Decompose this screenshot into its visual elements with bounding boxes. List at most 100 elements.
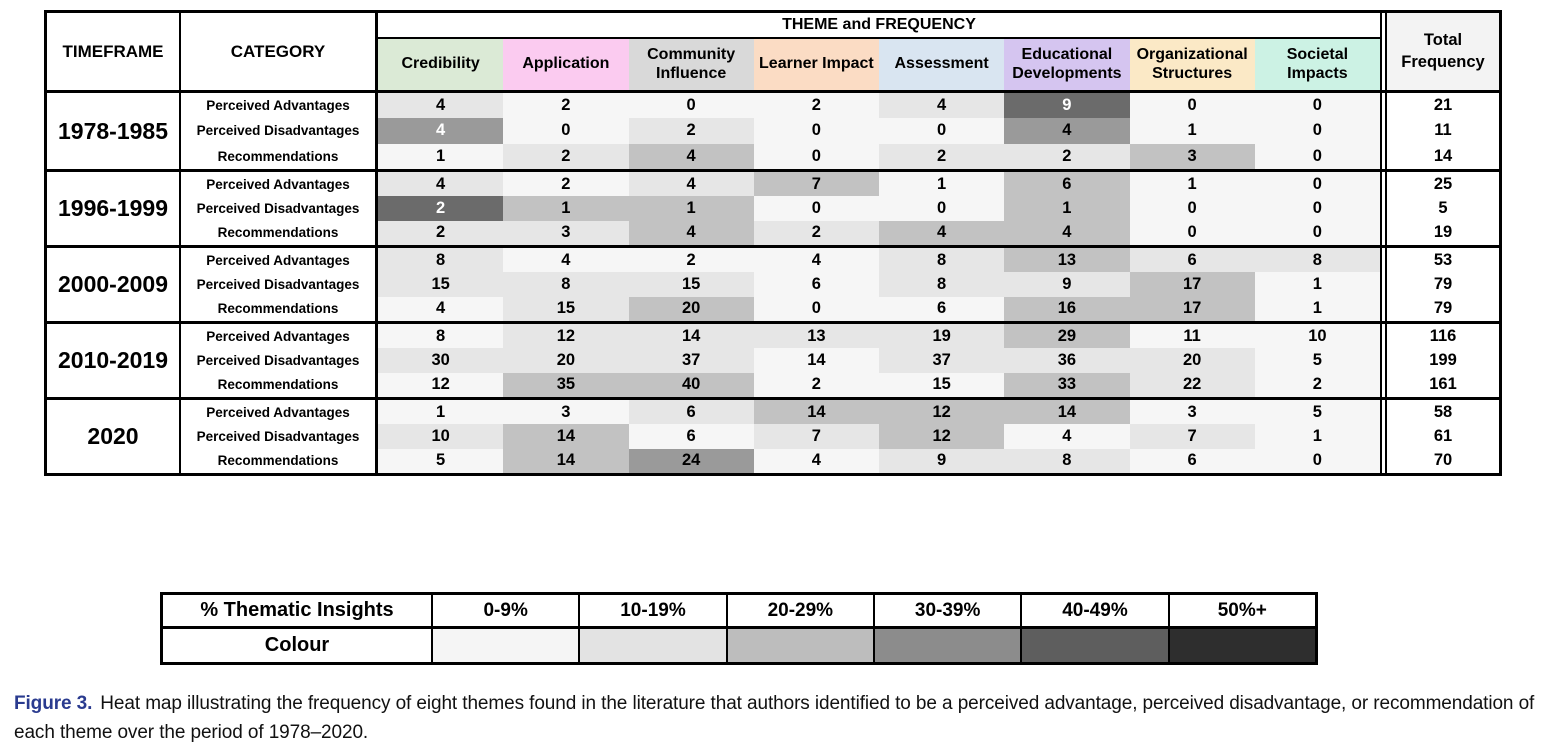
legend-bin-label: 50%+ — [1217, 599, 1267, 621]
total-column: 116 199 161 — [1387, 324, 1499, 397]
heat-cell: 5 — [1254, 348, 1380, 373]
legend-bin-label: 40-49% — [1022, 595, 1170, 626]
heat-cell: 2 — [378, 196, 504, 221]
heat-cell: 4 — [628, 172, 754, 197]
total-frequency-header: Total Frequency — [1387, 13, 1499, 90]
heat-cell: 0 — [879, 118, 1005, 144]
figure-caption: Figure 3. Heat map illustrating the frequ… — [14, 690, 1538, 747]
heat-cell: 17 — [1129, 296, 1255, 321]
heat-cell: 8 — [378, 248, 504, 273]
heat-cell: 4 — [753, 448, 879, 473]
heat-cell: 17 — [1129, 272, 1255, 297]
heat-cell: 7 — [753, 172, 879, 197]
category-header: CATEGORY — [181, 13, 378, 90]
category-label: Perceived Disadvantages — [196, 123, 360, 139]
timeframe-group: 2010-2019 Perceived Advantages Perceived D… — [47, 321, 1499, 397]
heat-cell: 7 — [753, 424, 879, 449]
heat-cell: 1 — [879, 172, 1005, 197]
heat-cell: 3 — [503, 400, 629, 425]
heat-cell: 4 — [628, 220, 754, 245]
legend-bin-label: 30-39% — [875, 595, 1023, 626]
heat-cell: 1 — [1254, 424, 1380, 449]
heat-cell: 12 — [378, 372, 504, 397]
heat-cell: 10 — [1254, 324, 1380, 349]
heat-row: 5 14 24 4 9 8 6 0 — [378, 448, 1380, 473]
heat-cell: 6 — [1004, 172, 1130, 197]
heat-cell: 35 — [503, 372, 629, 397]
heat-cell: 20 — [1129, 348, 1255, 373]
themes-header-block: THEME and FREQUENCY Credibility Applicati… — [378, 13, 1380, 90]
heat-cell: 6 — [753, 272, 879, 297]
total-frequency-value: 161 — [1429, 375, 1457, 394]
heat-cell: 13 — [1004, 248, 1130, 273]
category-label: Perceived Advantages — [206, 98, 350, 114]
legend-bin-label: 10-19% — [580, 595, 728, 626]
legend-colour-swatch — [433, 629, 581, 662]
heat-row: 4 15 20 0 6 16 17 1 — [378, 296, 1380, 321]
heat-cell: 11 — [1129, 324, 1255, 349]
heat-cell: 9 — [879, 448, 1005, 473]
heat-cell: 2 — [879, 143, 1005, 169]
theme-header-cell: Societal Impacts — [1254, 39, 1380, 90]
heat-cell: 33 — [1004, 372, 1130, 397]
heat-cell: 6 — [1129, 448, 1255, 473]
heat-cell: 4 — [503, 248, 629, 273]
total-frequency-value: 79 — [1433, 299, 1453, 318]
heat-cell: 1 — [378, 143, 504, 169]
heat-cell: 8 — [879, 272, 1005, 297]
heat-cell: 2 — [628, 248, 754, 273]
legend-colour-label: Colour — [163, 629, 433, 662]
heat-cell: 0 — [879, 196, 1005, 221]
heat-cell: 4 — [1004, 424, 1130, 449]
heat-row: 8 4 2 4 8 13 6 8 — [378, 248, 1380, 273]
heat-cell: 2 — [503, 143, 629, 169]
heat-cell: 15 — [628, 272, 754, 297]
heat-cell: 1 — [1254, 296, 1380, 321]
heat-cell: 13 — [753, 324, 879, 349]
legend-colour-swatch — [727, 629, 875, 662]
category-column: Perceived Advantages Perceived Disadvanta… — [181, 93, 378, 169]
heat-cell: 4 — [378, 296, 504, 321]
total-frequency-value: 11 — [1434, 121, 1452, 140]
category-label: Perceived Advantages — [206, 328, 350, 344]
figure-caption-text: Heat map illustrating the frequency of e… — [14, 693, 1535, 743]
heat-cell: 19 — [879, 324, 1005, 349]
heat-cell: 37 — [879, 348, 1005, 373]
total-frequency-value: 70 — [1433, 451, 1453, 470]
double-rule — [1380, 248, 1387, 321]
heat-cell: 14 — [753, 348, 879, 373]
timeframe-cell: 2000-2009 — [47, 248, 181, 321]
category-label: Recommendations — [217, 377, 339, 393]
legend-bins-row: % Thematic Insights 0-9% 10-19% 20-29% 30-3… — [163, 595, 1315, 629]
heatmap-table: TIMEFRAME CATEGORY THEME and FREQUENCY C… — [44, 10, 1502, 476]
heat-row: 8 12 14 13 19 29 11 10 — [378, 324, 1380, 349]
heat-cell: 9 — [1004, 93, 1130, 119]
heat-cell: 4 — [628, 143, 754, 169]
heat-cell: 8 — [503, 272, 629, 297]
heat-cell: 30 — [378, 348, 504, 373]
heat-cell: 12 — [879, 424, 1005, 449]
timeframe-group: 2000-2009 Perceived Advantages Perceived D… — [47, 245, 1499, 321]
heat-cell: 22 — [1129, 372, 1255, 397]
heat-cell: 0 — [1129, 196, 1255, 221]
category-label: Recommendations — [217, 453, 339, 469]
heat-cell: 7 — [1129, 424, 1255, 449]
heat-row: 15 8 15 6 8 9 17 1 — [378, 272, 1380, 297]
heat-cell: 0 — [1254, 143, 1380, 169]
theme-header-cell: Learner Impact — [753, 39, 879, 90]
timeframe-cell: 2020 — [47, 400, 181, 473]
category-column: Perceived Advantages Perceived Disadvanta… — [181, 172, 378, 245]
heat-cell: 2 — [1004, 143, 1130, 169]
heat-row: 12 35 40 2 15 33 22 2 — [378, 372, 1380, 397]
category-label: Recommendations — [217, 148, 339, 164]
heat-cell: 14 — [503, 424, 629, 449]
total-frequency-value: 79 — [1433, 274, 1453, 293]
total-frequency-value: 21 — [1433, 96, 1453, 115]
figure-caption-label: Figure 3. — [14, 693, 93, 714]
